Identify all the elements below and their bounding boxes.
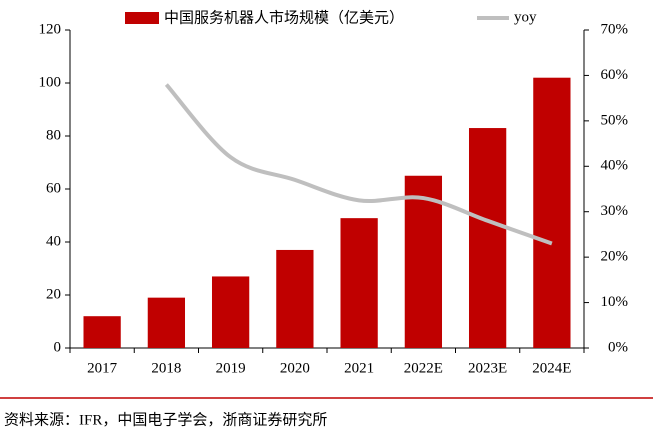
y2-tick-label: 40% xyxy=(601,158,629,174)
bar xyxy=(147,297,186,348)
y2-tick-label: 70% xyxy=(601,21,629,37)
x-tick-label: 2019 xyxy=(216,360,246,376)
y-tick-label: 20 xyxy=(46,286,61,302)
x-tick-label: 2018 xyxy=(151,360,181,376)
y-tick-label: 100 xyxy=(39,74,62,90)
y-tick-label: 80 xyxy=(46,127,61,143)
source-note: 资料来源：IFR，中国电子学会，浙商证券研究所 xyxy=(4,411,327,428)
y-tick-label: 60 xyxy=(46,180,61,196)
x-tick-label: 2023E xyxy=(468,360,507,376)
y2-tick-label: 60% xyxy=(601,67,629,83)
x-tick-label: 2022E xyxy=(404,360,443,376)
bar xyxy=(533,77,571,348)
y2-tick-label: 0% xyxy=(608,339,628,355)
bar xyxy=(276,249,314,348)
x-tick-label: 2020 xyxy=(280,360,310,376)
bar xyxy=(340,218,378,348)
y2-tick-label: 30% xyxy=(601,203,629,219)
x-tick-label: 2017 xyxy=(87,360,118,376)
y2-tick-label: 20% xyxy=(601,249,629,265)
legend-label: yoy xyxy=(514,9,537,25)
y2-tick-label: 10% xyxy=(601,294,629,310)
legend-swatch xyxy=(125,12,159,24)
bar xyxy=(404,175,443,348)
y2-tick-label: 50% xyxy=(601,112,629,128)
x-tick-label: 2024E xyxy=(532,360,571,376)
x-tick-label: 2021 xyxy=(344,360,374,376)
y-tick-label: 0 xyxy=(54,339,62,355)
line xyxy=(164,83,553,246)
bar xyxy=(468,128,507,348)
bar xyxy=(211,276,250,348)
bar xyxy=(83,316,121,348)
legend-label: 中国服务机器人市场规模（亿美元） xyxy=(164,9,404,26)
y-tick-label: 120 xyxy=(39,21,62,37)
y-tick-label: 40 xyxy=(46,233,61,249)
